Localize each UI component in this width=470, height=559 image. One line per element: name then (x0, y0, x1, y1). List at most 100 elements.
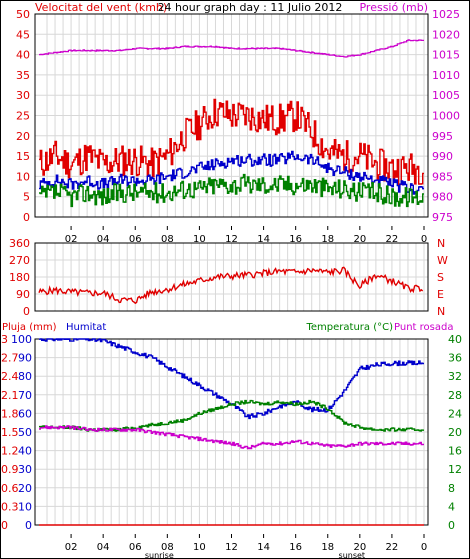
wind-y-tick-15: 15 (16, 150, 30, 163)
humidity-y-tick-40: 40 (18, 445, 32, 458)
wind-y-tick-10: 10 (16, 170, 30, 183)
humidity-title: Humitat (66, 322, 106, 333)
wind-direction-border (34, 242, 429, 312)
x-tick-label-22: 22 (386, 234, 399, 245)
x-tick-label-0: 0 (421, 542, 427, 553)
pressure-title: Pressió (mb) (359, 1, 428, 14)
x-tick-label-08: 08 (161, 234, 174, 245)
series-line-wind-direction (38, 266, 424, 305)
rain-y-tick-1.8: 1.8 (1, 407, 19, 420)
series-line-wind-low (39, 173, 424, 208)
pressure-y-tick-1010: 1010 (432, 69, 460, 82)
wind-y-tick-5: 5 (23, 191, 30, 204)
x-tick-label-14: 14 (257, 542, 270, 553)
rain-y-tick-0.9: 0.9 (1, 463, 19, 476)
humidity-y-tick-70: 70 (18, 389, 32, 402)
rain-y-tick-0: 0 (1, 519, 8, 532)
rain-y-tick-2.7: 2.7 (1, 352, 19, 365)
humidity-y-tick-30: 30 (18, 463, 32, 476)
humidity-y-tick-90: 90 (18, 352, 32, 365)
pressure-y-tick-985: 985 (432, 170, 453, 183)
pressure-y-tick-1025: 1025 (432, 8, 460, 21)
humidity-y-tick-20: 20 (18, 482, 32, 495)
x-tick-label-02: 02 (65, 542, 78, 553)
wind-pressure-panel: 0510152025303540455097598098599099510001… (16, 8, 460, 252)
compass-label-0: N (437, 237, 445, 250)
wind-y-tick-45: 45 (16, 28, 30, 41)
wind-pressure-border (34, 13, 429, 218)
direction-y-tick-360: 360 (9, 237, 30, 250)
sunrise-label: sunrise (145, 551, 174, 559)
series-line-Pressió (mb) (39, 39, 424, 58)
temperature-y-tick-28: 28 (448, 389, 462, 402)
x-tick-label-16: 16 (289, 542, 302, 553)
x-tick-label-18: 18 (321, 542, 334, 553)
rain-y-tick-1.2: 1.2 (1, 445, 19, 458)
temperature-y-tick-20: 20 (448, 426, 462, 439)
x-tick-label-08: 08 (161, 542, 174, 553)
compass-label-1: W (437, 254, 448, 267)
direction-y-tick-180: 180 (9, 271, 30, 284)
x-tick-label-10: 10 (193, 542, 206, 553)
temperature-y-tick-40: 40 (448, 333, 462, 346)
pressure-y-tick-1015: 1015 (432, 49, 460, 62)
pressure-y-tick-990: 990 (432, 150, 453, 163)
pressure-y-tick-1005: 1005 (432, 89, 460, 102)
x-tick-label-14: 14 (257, 234, 270, 245)
compass-label-3: E (437, 288, 444, 301)
temperature-title: Temperatura (°C) (305, 322, 393, 333)
chart-title: 24 hour graph day : 11 Julio 2012 (158, 1, 343, 14)
wind-y-tick-50: 50 (16, 8, 30, 21)
compass-label-4: N (437, 305, 445, 318)
rain-y-tick-1.5: 1.5 (1, 426, 19, 439)
rain-y-tick-2.4: 2.4 (1, 370, 19, 383)
wind-y-tick-20: 20 (16, 130, 30, 143)
x-tick-label-04: 04 (97, 542, 110, 553)
x-tick-label-06: 06 (129, 542, 142, 553)
temperature-y-tick-32: 32 (448, 370, 462, 383)
humidity-y-tick-80: 80 (18, 370, 32, 383)
pressure-y-tick-980: 980 (432, 191, 453, 204)
temperature-y-tick-36: 36 (448, 352, 462, 365)
temperature-y-tick-8: 8 (448, 482, 455, 495)
pressure-y-tick-1000: 1000 (432, 110, 460, 123)
temperature-y-tick-0: 0 (448, 519, 455, 532)
x-tick-label-12: 12 (225, 542, 238, 553)
compass-label-2: S (437, 271, 444, 284)
rain-y-tick-3: 3 (1, 333, 8, 346)
series-line-wind-average (39, 150, 424, 195)
series-line-Punt rosada (39, 425, 424, 450)
x-tick-label-20: 20 (353, 234, 366, 245)
rain-y-tick-0.3: 0.3 (1, 500, 19, 513)
pressure-y-tick-975: 975 (432, 211, 453, 224)
rain-y-tick-2.1: 2.1 (1, 389, 19, 402)
wind-y-tick-25: 25 (16, 110, 30, 123)
temperature-y-tick-24: 24 (448, 407, 462, 420)
x-tick-label-16: 16 (289, 234, 302, 245)
x-tick-label-10: 10 (193, 234, 206, 245)
humidity-y-tick-10: 10 (18, 500, 32, 513)
humidity-y-tick-100: 100 (11, 333, 32, 346)
sunset-label: sunset (339, 551, 366, 559)
wind-speed-title: Velocitat del vent (kmh) (35, 1, 167, 14)
humidity-y-tick-0: 0 (25, 519, 32, 532)
x-tick-label-06: 06 (129, 234, 142, 245)
temperature-y-tick-4: 4 (448, 500, 455, 513)
wind-y-tick-30: 30 (16, 89, 30, 102)
x-tick-label-12: 12 (225, 234, 238, 245)
rain-humidity-temperature-panel: 00.30.60.91.21.51.82.12.42.7301020304050… (1, 333, 462, 559)
rain-y-tick-0.6: 0.6 (1, 482, 19, 495)
dew-point-title: Punt rosada (394, 322, 453, 333)
rain-title: Pluja (mm) (2, 322, 57, 333)
x-tick-label-22: 22 (386, 542, 399, 553)
x-tick-label-20: 20 (353, 542, 366, 553)
wind-y-tick-40: 40 (16, 49, 30, 62)
x-tick-label-02: 02 (65, 234, 78, 245)
humidity-y-tick-60: 60 (18, 407, 32, 420)
x-tick-label-0: 0 (421, 234, 427, 245)
wind-y-tick-0: 0 (23, 211, 30, 224)
series-line-Velocitat del vent (kmh) (39, 98, 424, 186)
